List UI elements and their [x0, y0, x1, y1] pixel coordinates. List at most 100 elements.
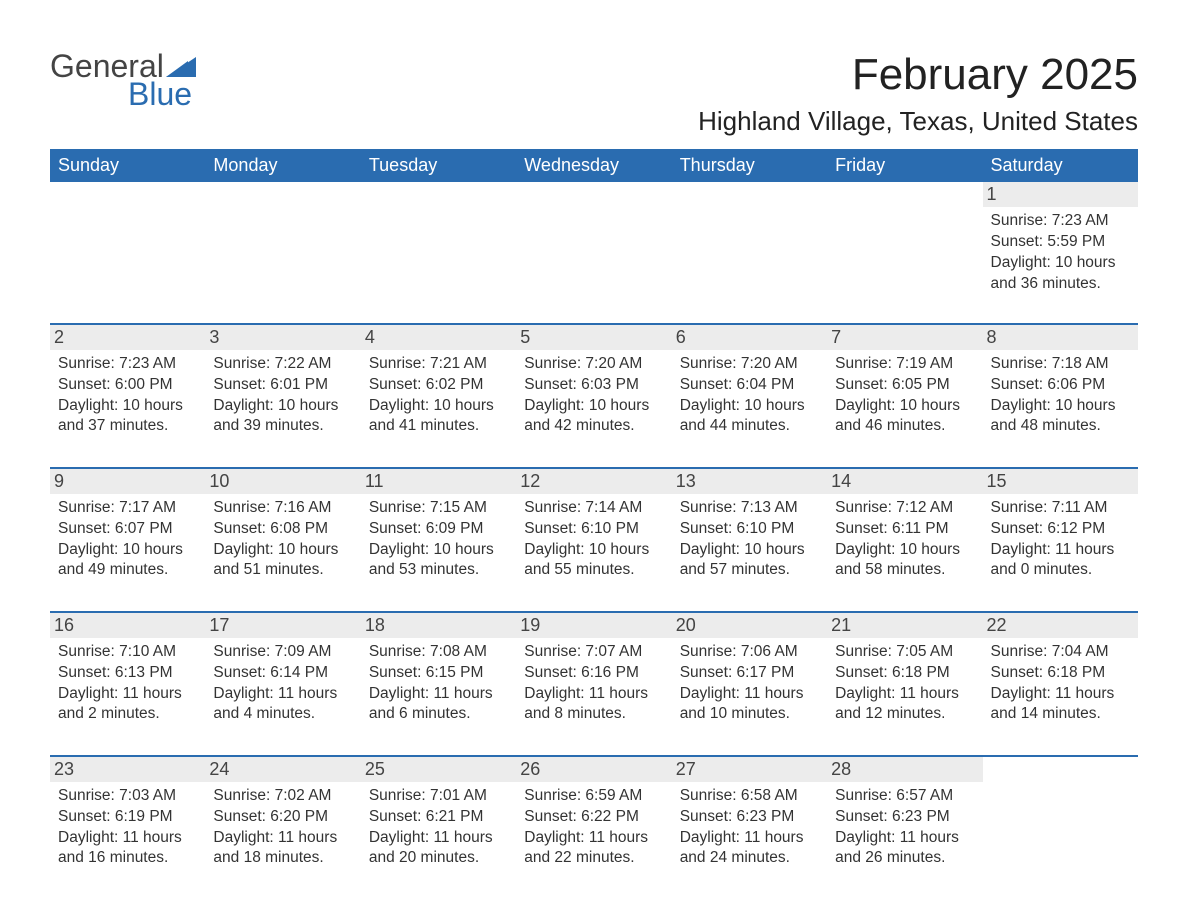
day-sunrise: Sunrise: 7:14 AM — [524, 498, 663, 519]
day-info: Sunrise: 7:02 AMSunset: 6:20 PMDaylight:… — [213, 786, 352, 870]
day-sunrise: Sunrise: 7:01 AM — [369, 786, 508, 807]
day-sunrise: Sunrise: 7:15 AM — [369, 498, 508, 519]
day-daylight: Daylight: 10 hours and 51 minutes. — [213, 540, 352, 582]
day-sunset: Sunset: 6:21 PM — [369, 807, 508, 828]
day-daylight: Daylight: 10 hours and 58 minutes. — [835, 540, 974, 582]
day-cell: 17 Sunrise: 7:09 AMSunset: 6:14 PMDayligh… — [205, 613, 360, 733]
day-daylight: Daylight: 11 hours and 22 minutes. — [524, 828, 663, 870]
day-sunrise: Sunrise: 7:10 AM — [58, 642, 197, 663]
day-number: 13 — [672, 469, 827, 494]
day-sunset: Sunset: 6:10 PM — [680, 519, 819, 540]
day-daylight: Daylight: 11 hours and 16 minutes. — [58, 828, 197, 870]
day-cell — [672, 182, 827, 301]
day-cell: 19Sunrise: 7:07 AMSunset: 6:16 PMDayligh… — [516, 613, 671, 733]
day-info: Sunrise: 7:05 AMSunset: 6:18 PMDaylight:… — [835, 642, 974, 726]
day-cell: 26Sunrise: 6:59 AMSunset: 6:22 PMDayligh… — [516, 757, 671, 877]
dow-cell: Thursday — [672, 149, 827, 182]
day-sunset: Sunset: 6:15 PM — [369, 663, 508, 684]
day-cell: 12Sunrise: 7:14 AMSunset: 6:10 PMDayligh… — [516, 469, 671, 589]
day-number: 1 — [983, 182, 1138, 207]
day-number: 2 — [50, 325, 205, 350]
day-number: 28 — [827, 757, 982, 782]
day-info: Sunrise: 7:17 AMSunset: 6:07 PMDaylight:… — [58, 498, 197, 582]
day-cell: 5Sunrise: 7:20 AMSunset: 6:03 PMDaylight… — [516, 325, 671, 445]
dow-cell: Sunday — [50, 149, 205, 182]
dow-cell: Wednesday — [516, 149, 671, 182]
day-sunset: Sunset: 6:13 PM — [58, 663, 197, 684]
week-row: 16Sunrise: 7:10 AMSunset: 6:13 PMDayligh… — [50, 611, 1138, 733]
day-info: Sunrise: 7:09 AMSunset: 6:14 PMDaylight:… — [213, 642, 352, 726]
day-sunrise: Sunrise: 7:07 AM — [524, 642, 663, 663]
day-info: Sunrise: 7:01 AMSunset: 6:21 PMDaylight:… — [369, 786, 508, 870]
day-sunrise: Sunrise: 7:16 AM — [213, 498, 352, 519]
day-cell: 15Sunrise: 7:11 AMSunset: 6:12 PMDayligh… — [983, 469, 1138, 589]
day-info: Sunrise: 6:57 AMSunset: 6:23 PMDaylight:… — [835, 786, 974, 870]
day-number: 21 — [827, 613, 982, 638]
day-cell: 6Sunrise: 7:20 AMSunset: 6:04 PMDaylight… — [672, 325, 827, 445]
day-daylight: Daylight: 11 hours and 6 minutes. — [369, 684, 508, 726]
day-number: 23 — [50, 757, 205, 782]
day-sunrise: Sunrise: 7:06 AM — [680, 642, 819, 663]
day-sunrise: Sunrise: 7:13 AM — [680, 498, 819, 519]
day-number: 8 — [983, 325, 1138, 350]
day-sunrise: Sunrise: 7:02 AM — [213, 786, 352, 807]
location-label: Highland Village, Texas, United States — [698, 106, 1138, 137]
day-sunrise: Sunrise: 7:22 AM — [213, 354, 352, 375]
day-sunset: Sunset: 6:18 PM — [835, 663, 974, 684]
day-of-week-header: SundayMondayTuesdayWednesdayThursdayFrid… — [50, 149, 1138, 182]
day-info: Sunrise: 7:19 AMSunset: 6:05 PMDaylight:… — [835, 354, 974, 438]
day-sunset: Sunset: 6:18 PM — [991, 663, 1130, 684]
day-sunrise: Sunrise: 6:59 AM — [524, 786, 663, 807]
logo-word2: Blue — [128, 78, 196, 110]
day-daylight: Daylight: 11 hours and 12 minutes. — [835, 684, 974, 726]
day-sunset: Sunset: 6:06 PM — [991, 375, 1130, 396]
day-info: Sunrise: 7:18 AMSunset: 6:06 PMDaylight:… — [991, 354, 1130, 438]
day-number: 19 — [516, 613, 671, 638]
day-daylight: Daylight: 10 hours and 36 minutes. — [991, 253, 1130, 295]
day-sunrise: Sunrise: 7:19 AM — [835, 354, 974, 375]
day-cell: 10 Sunrise: 7:16 AMSunset: 6:08 PMDayligh… — [205, 469, 360, 589]
day-cell: 3Sunrise: 7:22 AMSunset: 6:01 PMDaylight… — [205, 325, 360, 445]
day-info: Sunrise: 7:10 AMSunset: 6:13 PMDaylight:… — [58, 642, 197, 726]
day-sunrise: Sunrise: 7:20 AM — [524, 354, 663, 375]
day-sunset: Sunset: 5:59 PM — [991, 232, 1130, 253]
day-info: Sunrise: 7:16 AMSunset: 6:08 PMDaylight:… — [213, 498, 352, 582]
day-sunset: Sunset: 6:04 PM — [680, 375, 819, 396]
day-sunset: Sunset: 6:09 PM — [369, 519, 508, 540]
dow-cell: Tuesday — [361, 149, 516, 182]
day-number: 17 — [205, 613, 360, 638]
day-info: Sunrise: 7:23 AMSunset: 5:59 PMDaylight:… — [991, 211, 1130, 295]
day-daylight: Daylight: 11 hours and 0 minutes. — [991, 540, 1130, 582]
dow-cell: Saturday — [983, 149, 1138, 182]
day-number: 20 — [672, 613, 827, 638]
day-info: Sunrise: 7:04 AMSunset: 6:18 PMDaylight:… — [991, 642, 1130, 726]
day-cell: 14Sunrise: 7:12 AMSunset: 6:11 PMDayligh… — [827, 469, 982, 589]
day-sunset: Sunset: 6:02 PM — [369, 375, 508, 396]
day-sunset: Sunset: 6:10 PM — [524, 519, 663, 540]
day-sunrise: Sunrise: 7:20 AM — [680, 354, 819, 375]
day-number: 5 — [516, 325, 671, 350]
day-sunset: Sunset: 6:20 PM — [213, 807, 352, 828]
day-cell: 13Sunrise: 7:13 AMSunset: 6:10 PMDayligh… — [672, 469, 827, 589]
day-daylight: Daylight: 10 hours and 37 minutes. — [58, 396, 197, 438]
day-cell: 1 Sunrise: 7:23 AMSunset: 5:59 PMDaylight… — [983, 182, 1138, 301]
day-number: 10 — [205, 469, 360, 494]
day-sunset: Sunset: 6:17 PM — [680, 663, 819, 684]
day-cell: 8 Sunrise: 7:18 AMSunset: 6:06 PMDaylight… — [983, 325, 1138, 445]
day-info: Sunrise: 7:11 AMSunset: 6:12 PMDaylight:… — [991, 498, 1130, 582]
day-sunrise: Sunrise: 7:18 AM — [991, 354, 1130, 375]
day-cell: 9Sunrise: 7:17 AMSunset: 6:07 PMDaylight… — [50, 469, 205, 589]
day-cell — [50, 182, 205, 301]
day-sunrise: Sunrise: 7:05 AM — [835, 642, 974, 663]
day-cell: 18Sunrise: 7:08 AMSunset: 6:15 PMDayligh… — [361, 613, 516, 733]
day-cell: 28 Sunrise: 6:57 AMSunset: 6:23 PMDayligh… — [827, 757, 982, 877]
day-cell: 2Sunrise: 7:23 AMSunset: 6:00 PMDaylight… — [50, 325, 205, 445]
day-cell: 23Sunrise: 7:03 AMSunset: 6:19 PMDayligh… — [50, 757, 205, 877]
day-sunrise: Sunrise: 7:11 AM — [991, 498, 1130, 519]
day-sunrise: Sunrise: 7:12 AM — [835, 498, 974, 519]
day-cell: 22Sunrise: 7:04 AMSunset: 6:18 PMDayligh… — [983, 613, 1138, 733]
day-number: 11 — [361, 469, 516, 494]
day-daylight: Daylight: 10 hours and 41 minutes. — [369, 396, 508, 438]
day-cell: 11Sunrise: 7:15 AMSunset: 6:09 PMDayligh… — [361, 469, 516, 589]
day-daylight: Daylight: 11 hours and 14 minutes. — [991, 684, 1130, 726]
